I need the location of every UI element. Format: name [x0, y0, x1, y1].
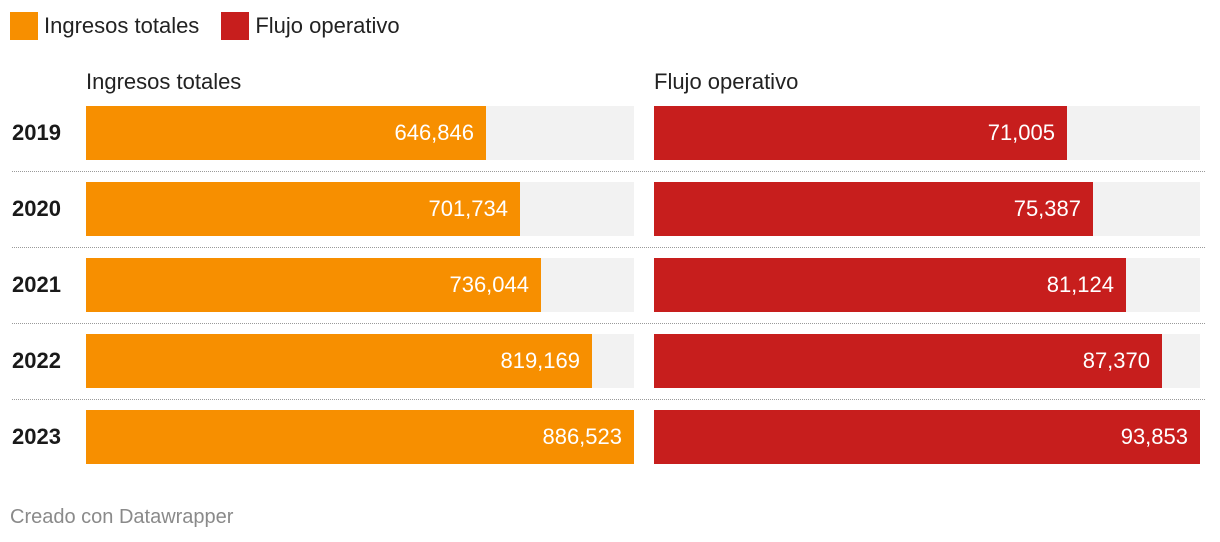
footer-credit: Creado con Datawrapper [10, 506, 234, 528]
bar-value-label: 75,387 [1013, 196, 1081, 221]
legend-label: Ingresos totales [44, 13, 200, 38]
row-label: 2022 [12, 348, 61, 373]
bar [654, 106, 1067, 160]
bar-value-label: 701,734 [428, 196, 508, 221]
legend-item: Ingresos totales [10, 12, 199, 40]
row-label: 2019 [12, 120, 61, 145]
bar-track: 646,846 [86, 106, 634, 160]
bar-value-label: 736,044 [449, 272, 529, 297]
legend-label: Flujo operativo [255, 13, 400, 38]
bar-track: 886,523 [86, 410, 634, 464]
row-label: 2020 [12, 196, 61, 221]
row-label: 2023 [12, 424, 61, 449]
bar-track: 93,853 [654, 410, 1200, 464]
bar-track: 81,124 [654, 258, 1200, 312]
bar [86, 106, 486, 160]
bar-value-label: 81,124 [1046, 272, 1114, 297]
bar-value-label: 93,853 [1120, 424, 1188, 449]
row-divider [12, 323, 1205, 324]
legend-swatch [221, 12, 250, 40]
bar [86, 334, 592, 388]
bar-value-label: 819,169 [500, 348, 580, 373]
bar [654, 334, 1162, 388]
bar [654, 182, 1093, 236]
column-title: Flujo operativo [654, 69, 799, 94]
bar-value-label: 71,005 [987, 120, 1055, 145]
bar-track: 819,169 [86, 334, 634, 388]
legend-swatch [10, 12, 38, 40]
bar [86, 410, 634, 464]
row-divider [12, 399, 1205, 400]
bar-track: 736,044 [86, 258, 634, 312]
bar [654, 410, 1200, 464]
row-divider [12, 247, 1205, 248]
bar-track: 701,734 [86, 182, 634, 236]
row-label: 2021 [12, 272, 61, 297]
bar-track: 71,005 [654, 106, 1200, 160]
bar-value-label: 886,523 [542, 424, 622, 449]
column-title: Ingresos totales [86, 69, 242, 94]
bar-value-label: 646,846 [394, 120, 474, 145]
chart-legend: Ingresos totales Flujo operativo [10, 12, 422, 40]
legend-item: Flujo operativo [221, 12, 400, 40]
bar [86, 182, 520, 236]
row-divider [12, 171, 1205, 172]
bar [86, 258, 541, 312]
bar-value-label: 87,370 [1082, 348, 1150, 373]
bar-track: 75,387 [654, 182, 1200, 236]
bar-track: 87,370 [654, 334, 1200, 388]
bar [654, 258, 1126, 312]
